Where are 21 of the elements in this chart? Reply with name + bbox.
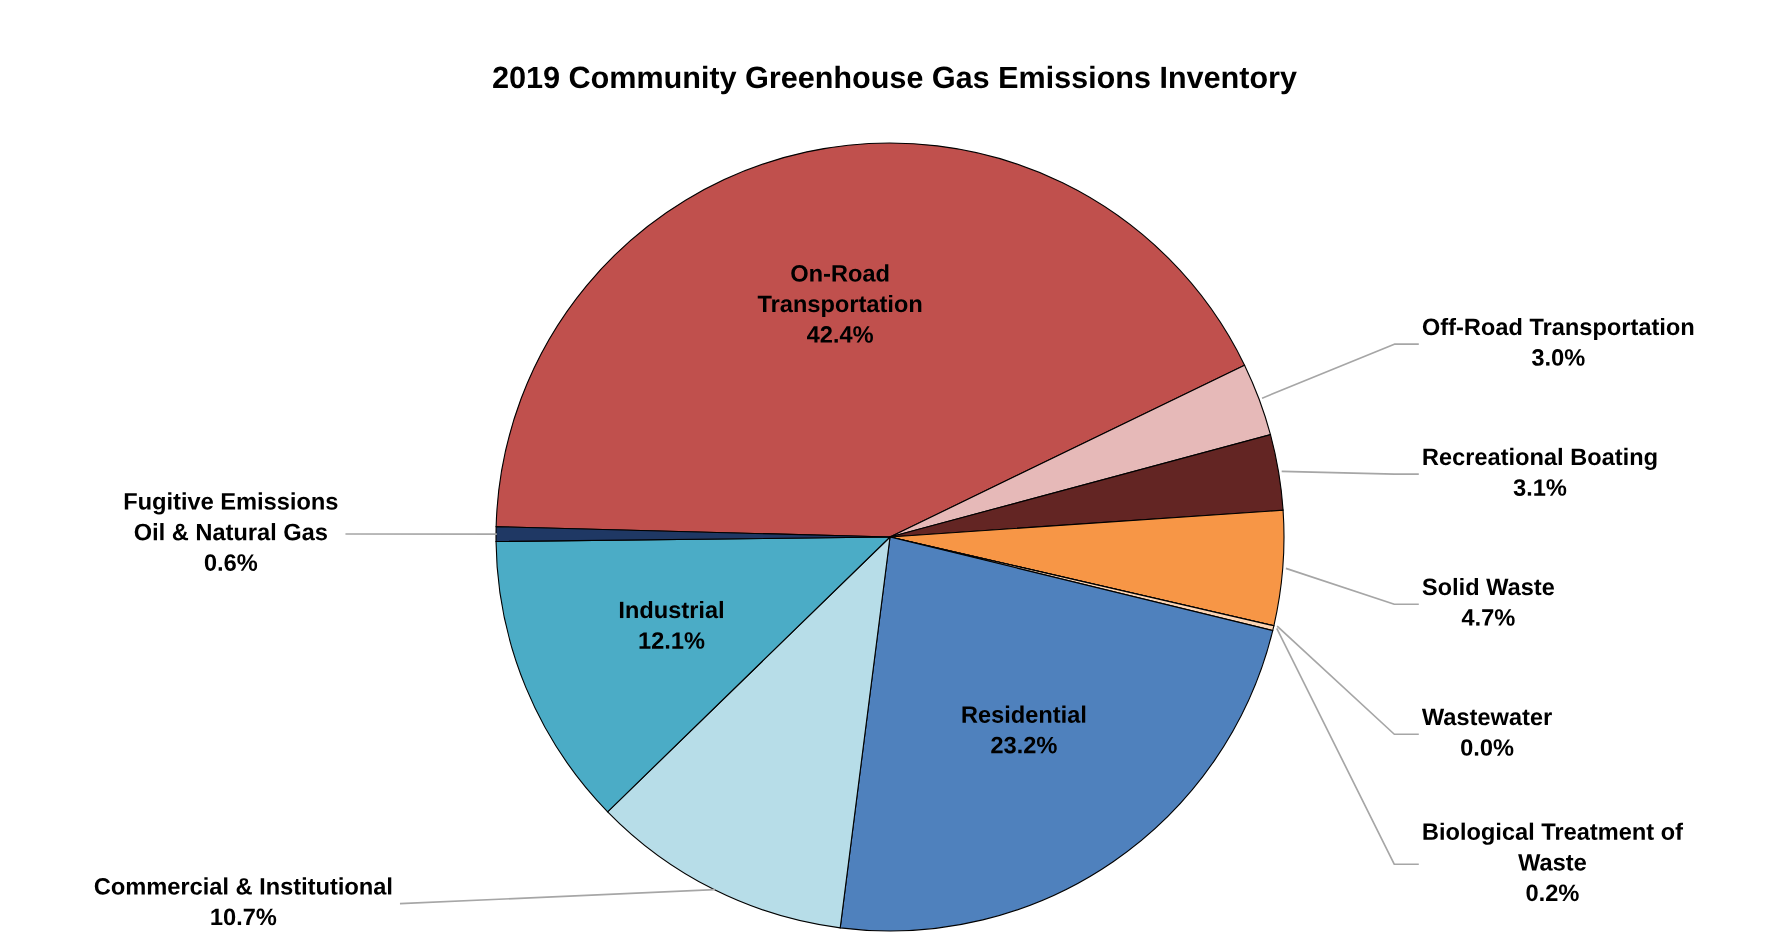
category-label: Wastewater: [1421, 708, 1552, 726]
data-label: 10.7%: [211, 908, 277, 926]
slice-label: Recreational Boating: [1423, 447, 1657, 470]
chart-title: 2019 Community Greenhouse Gas Emissions Inventory: [493, 65, 1297, 95]
slice-label: Off-Road Transportation: [1422, 317, 1694, 340]
data-label: 12.1%: [639, 632, 705, 649]
slice-label: Residential: [962, 705, 1086, 723]
data-label: 3.0%: [1531, 349, 1585, 366]
slice-label: Biological Treatment of Waste: [1423, 822, 1684, 871]
slice-label: Commercial & Institutional: [94, 877, 392, 895]
text: 0.0%: [1461, 739, 1514, 756]
data-label: 23.2%: [991, 736, 1057, 754]
slice-label: Fugitive Emissions Oil & Natural Gas: [124, 492, 338, 541]
slice-label: On-Road Transportation: [757, 264, 922, 317]
data-label: 0.2%: [1526, 884, 1579, 902]
data-label: 0.6%: [204, 554, 258, 571]
data-label: 42.4%: [807, 326, 873, 343]
slice-label: Solid Waste: [1422, 577, 1555, 596]
data-label: 4.7%: [1461, 609, 1515, 626]
slice-label: Industrial: [619, 600, 723, 619]
data-label: 3.1%: [1513, 479, 1567, 496]
